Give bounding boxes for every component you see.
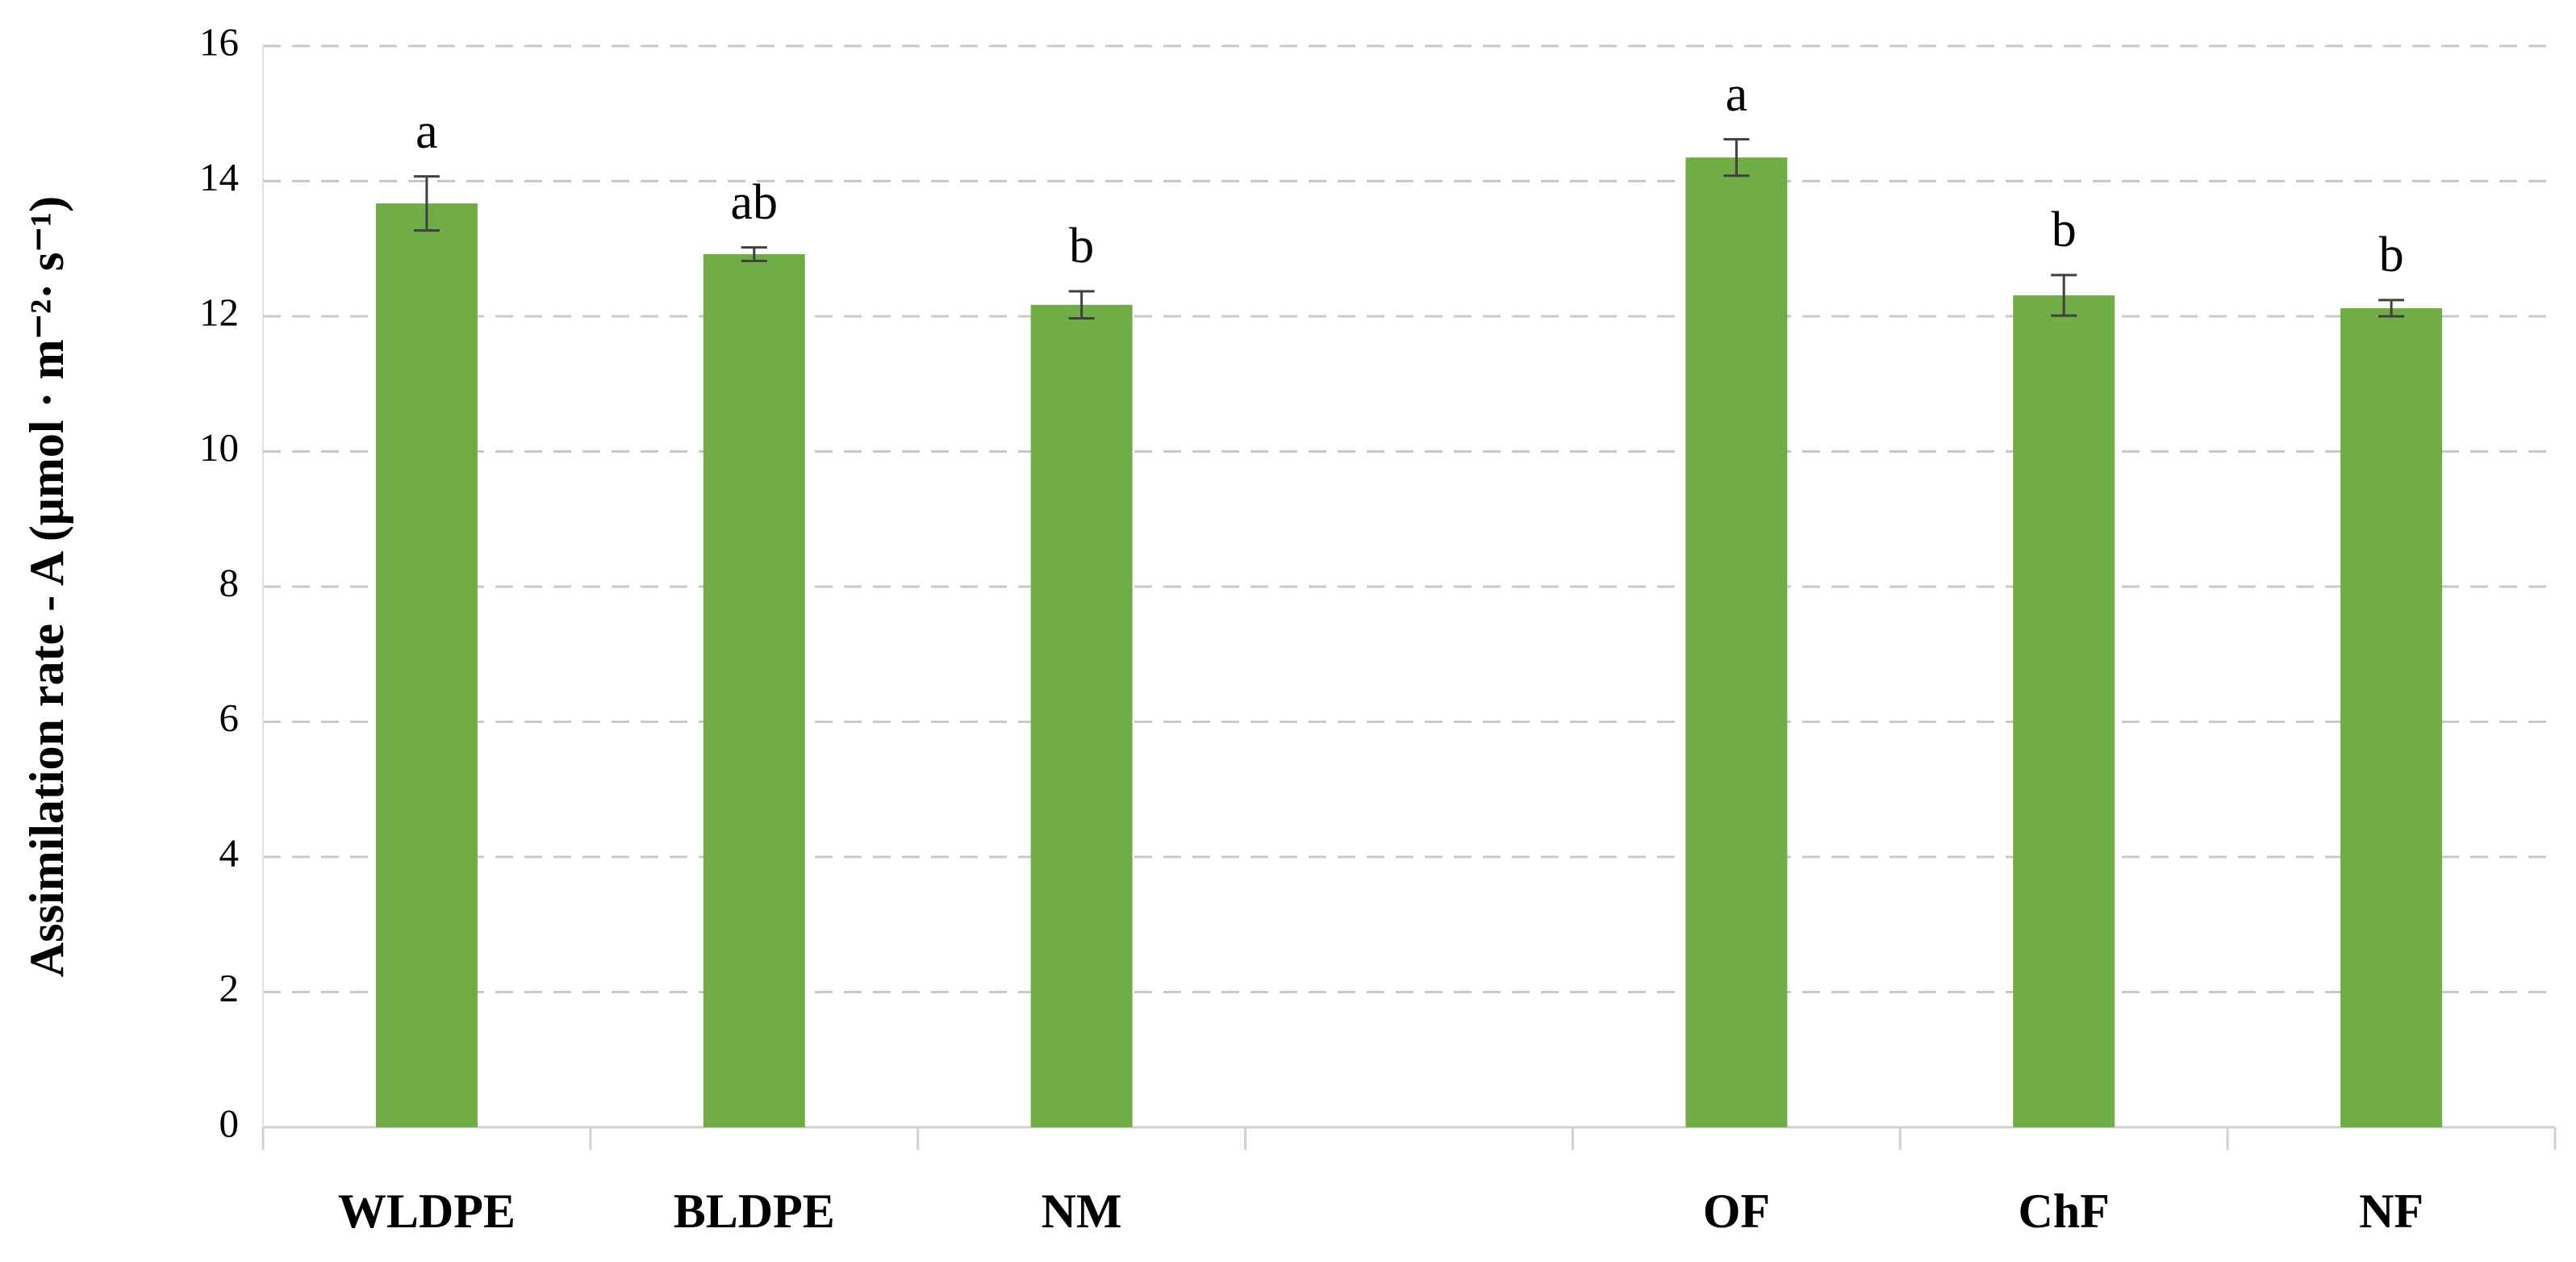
x-tick-label: NM: [1042, 1185, 1122, 1238]
y-tick-label: 14: [199, 155, 239, 199]
bar: [2340, 307, 2443, 1127]
y-tick-label: 6: [219, 696, 240, 740]
y-tick-label: 12: [199, 290, 239, 334]
x-tick-label: ChF: [2019, 1185, 2110, 1238]
y-axis-label: Assimilation rate - A (μmol · m⁻²· s⁻¹): [20, 196, 73, 977]
y-tick-label: 0: [219, 1101, 240, 1145]
y-tick-label: 8: [219, 560, 240, 604]
y-tick-label: 10: [199, 425, 239, 470]
significance-letter: a: [1726, 67, 1748, 122]
significance-letter: b: [2052, 203, 2077, 257]
bar: [703, 253, 805, 1128]
bar: [1030, 304, 1133, 1127]
bar: [1685, 157, 1788, 1127]
x-tick-label: NF: [2359, 1185, 2424, 1238]
significance-letter: a: [415, 104, 438, 159]
significance-letter: ab: [731, 175, 779, 230]
significance-letter: b: [1069, 219, 1094, 274]
y-tick-label: 4: [219, 830, 240, 875]
x-tick-label: WLDPE: [338, 1185, 516, 1238]
y-tick-label: 2: [219, 966, 240, 1010]
x-tick-label: OF: [1703, 1185, 1770, 1238]
y-tick-label: 16: [199, 19, 239, 64]
significance-letter: b: [2379, 228, 2404, 282]
bar: [2013, 295, 2115, 1128]
x-tick-label: BLDPE: [674, 1185, 835, 1238]
bar: [375, 203, 478, 1128]
